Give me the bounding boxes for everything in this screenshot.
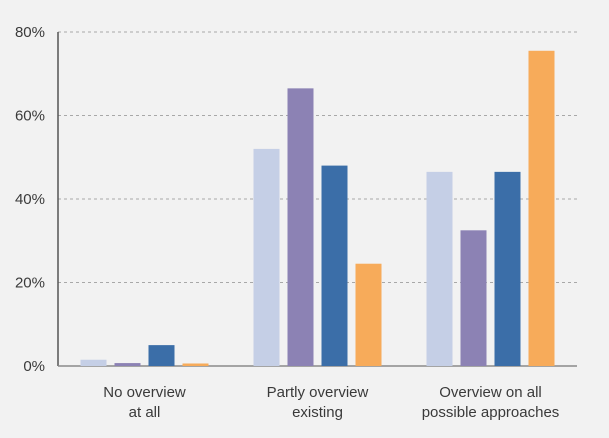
x-category-label: No overview <box>103 384 186 401</box>
bar <box>80 359 107 366</box>
bar <box>287 88 314 367</box>
x-axis-labels: No overview at all Partly overview existing… <box>103 384 559 421</box>
y-tick-label: 20% <box>15 275 45 292</box>
bar <box>321 165 348 366</box>
bar <box>148 345 175 366</box>
bar <box>528 50 555 366</box>
x-category-label: at all <box>129 404 161 421</box>
x-category-label: existing <box>292 404 343 421</box>
bar <box>182 363 209 366</box>
bar <box>114 363 141 366</box>
bars <box>80 50 555 367</box>
y-tick-label: 80% <box>15 24 45 41</box>
x-category-label: possible approaches <box>422 404 560 421</box>
y-tick-label: 60% <box>15 108 45 125</box>
bar <box>460 230 487 366</box>
y-tick-label: 40% <box>15 191 45 208</box>
bar <box>426 171 453 366</box>
gridlines <box>58 31 577 283</box>
x-category-label: Partly overview <box>267 384 369 401</box>
bar <box>355 263 382 366</box>
x-category-label: Overview on all <box>439 384 542 401</box>
y-tick-label: 0% <box>23 358 45 375</box>
bar <box>494 171 521 366</box>
y-axis: 0% 20% 40% 60% 80% <box>15 24 577 375</box>
bar <box>253 148 280 366</box>
